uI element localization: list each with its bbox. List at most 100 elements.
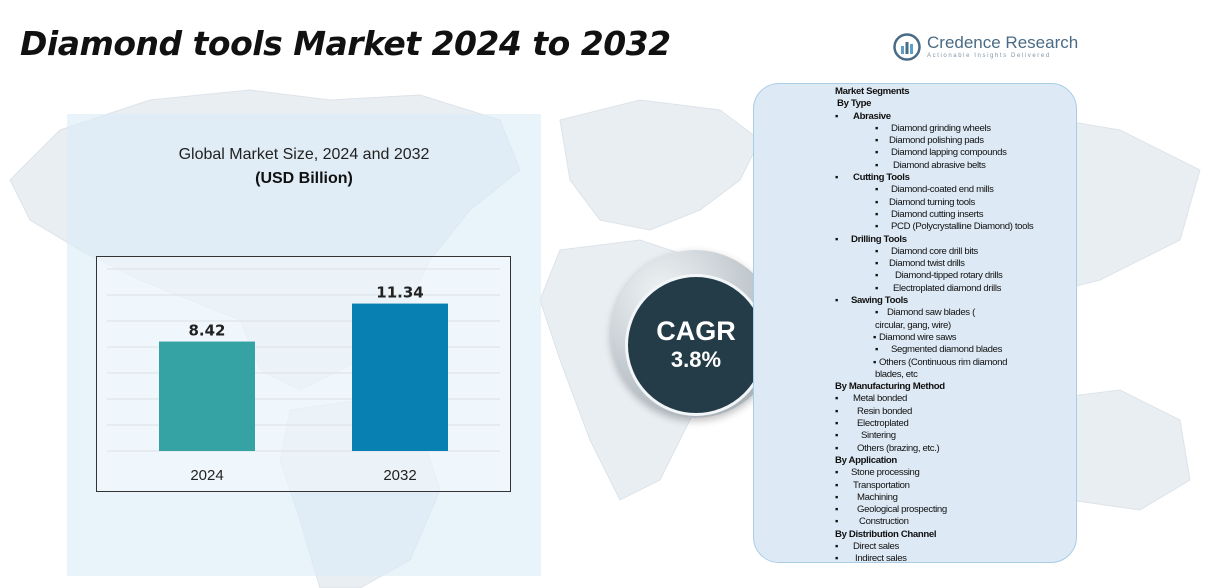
bullet-icon: ▪ <box>835 467 839 479</box>
segment-text: Machining <box>857 491 898 503</box>
bullet-icon: ▪ <box>875 135 879 147</box>
cagr-badge: CAGR 3.8% <box>625 274 767 416</box>
bullet-icon: ▪ <box>875 122 879 134</box>
segment-list-item: ▪ Others (brazing, etc.) <box>835 443 1085 455</box>
bullet-icon: ▪ <box>835 430 839 442</box>
segment-list-item: ▪ Cutting Tools <box>835 172 1085 184</box>
bullet-icon: ▪ <box>835 553 839 565</box>
segment-list-item: ▪ Diamond abrasive belts <box>835 160 1085 172</box>
bullet-icon: ▪ <box>835 172 839 184</box>
segment-text: Indirect sales <box>855 553 907 565</box>
segment-text: Diamond turning tools <box>889 196 975 208</box>
segment-text: Diamond abrasive belts <box>893 159 986 171</box>
bullet-icon: ▪ <box>875 159 879 171</box>
segments-heading: Market Segments <box>835 86 910 97</box>
bullet-icon: ▪ <box>875 208 879 220</box>
segment-list-item: ▪ Diamond core drill bits <box>835 246 1085 258</box>
segment-group-heading: By Distribution Channel <box>835 529 1085 541</box>
segment-text: Abrasive <box>853 110 891 122</box>
segment-text: Sawing Tools <box>851 295 908 307</box>
bullet-icon: ▪ <box>835 540 839 552</box>
segment-text: Drilling Tools <box>851 233 907 245</box>
segment-list-item: ▪ Diamond lapping compounds <box>835 147 1085 159</box>
segment-text: Others (brazing, etc.) <box>857 442 940 454</box>
segment-group-heading: circular, gang, wire) <box>835 320 1085 332</box>
segment-list-item: ▪ Transportation <box>835 480 1085 492</box>
segment-list-item: ▪ Diamond twist drills <box>835 258 1085 270</box>
segment-list-item: ▪ Diamond polishing pads <box>835 135 1085 147</box>
bullet-icon: ▪ <box>875 221 879 233</box>
segment-list-item: ▪ Diamond-tipped rotary drills <box>835 270 1085 282</box>
bullet-icon: ▪ <box>873 356 877 368</box>
segment-text: Diamond-coated end mills <box>891 184 994 196</box>
bullet-icon: ▪ <box>835 516 839 528</box>
logo-tagline: Actionable Insights Delivered <box>927 53 1051 59</box>
segment-list-item: ▪ Direct sales <box>835 541 1085 553</box>
segment-text: Resin bonded <box>857 405 913 417</box>
segment-list-item: ▪ Sawing Tools <box>835 295 1085 307</box>
segment-text: Diamond grinding wheels <box>891 122 991 134</box>
segments-list: Market Segments By Type ▪ Abrasive ▪ Diamond… <box>835 86 1085 566</box>
segment-list-item: ▪ Electroplated diamond drills <box>835 283 1085 295</box>
segment-list-item: ▪ Diamond turning tools <box>835 197 1085 209</box>
bullet-icon: ▪ <box>835 491 839 503</box>
page-title: Diamond tools Market 2024 to 2032 <box>20 24 671 63</box>
plot-area: 8.42 2024 11.34 2032 <box>96 256 511 492</box>
segment-list-item: ▪ Stone processing <box>835 467 1085 479</box>
segment-text: Electroplated <box>857 418 909 430</box>
bullet-icon: ▪ <box>835 418 839 430</box>
segment-list-item: ▪ Others (Continuous rim diamond <box>835 357 1085 369</box>
segment-text: blades, etc <box>875 368 918 380</box>
segment-text: Diamond saw blades ( <box>887 307 975 319</box>
segment-text: By Manufacturing Method <box>835 381 945 393</box>
segment-list-item: ▪ PCD (Polycrystalline Diamond) tools <box>835 221 1085 233</box>
bullet-icon: ▪ <box>875 344 879 356</box>
bullet-icon: ▪ <box>875 147 879 159</box>
bullet-icon: ▪ <box>835 405 839 417</box>
data-label-2032: 11.34 <box>376 284 423 302</box>
market-size-panel: Global Market Size, 2024 and 2032 (USD B… <box>67 114 541 576</box>
bullet-icon: ▪ <box>835 479 839 491</box>
segment-list-item: ▪ Electroplated <box>835 418 1085 430</box>
segment-text: Others (Continuous rim diamond <box>879 356 1008 368</box>
segment-list-item: ▪ Metal bonded <box>835 393 1085 405</box>
segments-panel <box>753 83 1077 563</box>
data-label-2024: 8.42 <box>188 322 225 340</box>
segment-text: Electroplated diamond drills <box>893 282 1002 294</box>
segment-text: Diamond cutting inserts <box>891 208 984 220</box>
segment-list-item: ▪ Abrasive <box>835 111 1085 123</box>
segment-text: Construction <box>859 516 909 528</box>
segment-text: circular, gang, wire) <box>875 319 951 331</box>
segment-list-item: ▪ Diamond cutting inserts <box>835 209 1085 221</box>
segment-text: Diamond polishing pads <box>889 135 984 147</box>
bullet-icon: ▪ <box>875 282 879 294</box>
bullet-icon: ▪ <box>875 245 879 257</box>
bullet-icon: ▪ <box>873 331 877 343</box>
bullet-icon: ▪ <box>875 196 879 208</box>
segment-text: Diamond core drill bits <box>891 245 978 257</box>
segment-text: By Distribution Channel <box>835 528 937 540</box>
segment-group-heading: By Type <box>835 98 1085 110</box>
segment-text: Segmented diamond blades <box>891 344 1003 356</box>
bullet-icon: ▪ <box>835 442 839 454</box>
bullet-icon: ▪ <box>835 393 839 405</box>
segment-text: Diamond twist drills <box>889 258 965 270</box>
segment-text: PCD (Polycrystalline Diamond) tools <box>891 221 1034 233</box>
bullet-icon: ▪ <box>835 504 839 516</box>
cagr-value: 3.8% <box>670 347 722 372</box>
segment-text: Transportation <box>853 479 910 491</box>
chart-title: Global Market Size, 2024 and 2032 <box>178 146 430 163</box>
bullet-icon: ▪ <box>835 295 839 307</box>
segment-list-item: ▪ Machining <box>835 492 1085 504</box>
segment-text: Metal bonded <box>853 393 907 405</box>
bullet-icon: ▪ <box>875 307 879 319</box>
segment-text: Geological prospecting <box>857 504 947 516</box>
segment-list-item: ▪ Geological prospecting <box>835 504 1085 516</box>
segment-group-heading: blades, etc <box>835 369 1085 381</box>
bar-2024 <box>159 341 255 451</box>
segment-text: Stone processing <box>851 467 920 479</box>
segment-list-item: ▪ Resin bonded <box>835 406 1085 418</box>
segment-group-heading: By Application <box>835 455 1085 467</box>
bar-2032 <box>352 303 448 451</box>
segment-list-item: ▪ Sintering <box>835 430 1085 442</box>
